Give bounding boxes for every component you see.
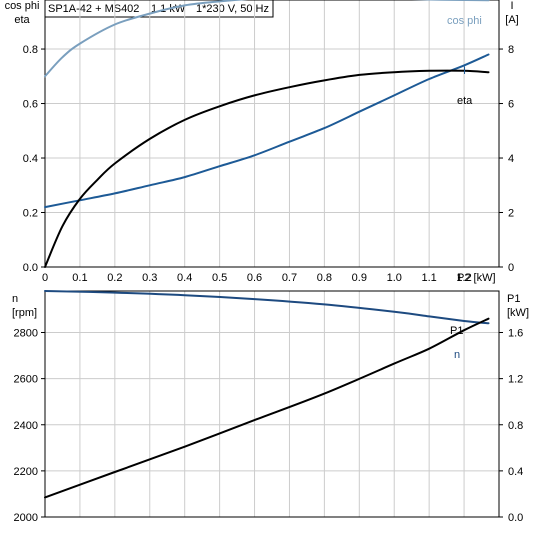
series-label-p1: P1 — [450, 325, 463, 337]
series-line-p1 — [44, 317, 490, 499]
right-tick-label: 0.0 — [508, 512, 523, 524]
x-tick-label: 0.1 — [72, 272, 87, 284]
bottom-series — [44, 290, 490, 499]
x-tick-label: 0.3 — [142, 272, 157, 284]
right-tick-label: 8 — [508, 44, 514, 56]
right-tick-label: 2 — [508, 208, 514, 220]
x-tick-label: 0.5 — [212, 272, 227, 284]
right-tick-label: 6 — [508, 99, 514, 111]
series-label-current: I — [463, 65, 466, 77]
right-axis-label-p1-unit: [kW] — [507, 307, 529, 319]
x-tick-label: 1.2 — [456, 272, 471, 284]
left-axis-label-cos-phi: cos phi — [5, 0, 40, 12]
right-axis-label-p1: P1 — [507, 293, 520, 305]
series-line-eta — [44, 69, 490, 268]
right-axis-label-current-unit: [A] — [505, 14, 518, 26]
x-tick-label: 1.0 — [387, 272, 402, 284]
right-tick-label: 4 — [508, 153, 514, 165]
left-tick-label: 0.8 — [23, 44, 38, 56]
header-pump-model: SP1A-42 + MS402 — [48, 3, 139, 15]
x-tick-label: 1.1 — [422, 272, 437, 284]
left-axis-label-eta: eta — [14, 14, 30, 26]
header-supply: 1*230 V, 50 Hz — [196, 3, 269, 15]
chart-header: SP1A-42 + MS402 1.1 kW 1*230 V, 50 Hz — [44, 0, 274, 18]
left-tick-label: 2600 — [14, 374, 38, 386]
bottom-panel: 2000 2200 2400 2600 2800 0.0 0.4 0.8 1.2 1.6 n [… — [12, 290, 529, 524]
series-line-i — [44, 53, 490, 209]
x-tick-label: 0.4 — [177, 272, 192, 284]
left-tick-label: 2200 — [14, 466, 38, 478]
bottom-left-tick-labels: 2000 2200 2400 2600 2800 — [14, 328, 45, 524]
top-right-tick-labels: 0 2 4 6 8 — [499, 44, 514, 274]
x-tick-label: 0.6 — [247, 272, 262, 284]
bottom-plot-frame — [44, 290, 500, 518]
series-label-eta: eta — [457, 95, 473, 107]
right-tick-label: 1.2 — [508, 374, 523, 386]
left-axis-label-speed-unit: [rpm] — [12, 307, 37, 319]
right-tick-label: 0.4 — [508, 466, 523, 478]
x-axis-label: P2 [kW] — [457, 272, 496, 284]
right-tick-label: 1.6 — [508, 328, 523, 340]
left-tick-label: 0.2 — [23, 208, 38, 220]
right-tick-label: 0.8 — [508, 420, 523, 432]
x-tick-label: 0.2 — [107, 272, 122, 284]
top-left-tick-labels: 0.0 0.2 0.4 0.6 0.8 — [23, 44, 45, 274]
series-label-cos-phi: cos phi — [447, 15, 482, 27]
left-tick-label: 0.6 — [23, 99, 38, 111]
left-tick-label: 0.0 — [23, 262, 38, 274]
x-tick-label: 0.7 — [282, 272, 297, 284]
top-panel: 0.0 0.2 0.4 0.6 0.8 0 2 4 6 8 0 0.1 0.2 0.3 0.4 0.5 0.… — [5, 0, 519, 284]
series-line-cos-phi — [44, 0, 490, 78]
x-tick-label: 0.8 — [317, 272, 332, 284]
x-tick-label: 0 — [42, 272, 48, 284]
top-plot-frame — [44, 0, 500, 268]
series-line-n — [44, 290, 490, 325]
series-label-speed: n — [454, 349, 460, 361]
left-tick-label: 2000 — [14, 512, 38, 524]
left-tick-label: 2800 — [14, 328, 38, 340]
bottom-right-tick-labels: 0.0 0.4 0.8 1.2 1.6 — [499, 328, 523, 524]
top-x-tick-labels: 0 0.1 0.2 0.3 0.4 0.5 0.6 0.7 0.8 0.9 1.0 1.1 1.2 — [42, 272, 472, 284]
left-tick-label: 0.4 — [23, 153, 38, 165]
top-series — [44, 0, 490, 268]
right-tick-label: 0 — [508, 262, 514, 274]
x-tick-label: 0.9 — [352, 272, 367, 284]
left-axis-label-speed: n — [12, 293, 18, 305]
bottom-grid — [45, 291, 499, 517]
left-tick-label: 2400 — [14, 420, 38, 432]
top-grid — [45, 0, 499, 267]
right-axis-label-current: I — [510, 0, 513, 12]
